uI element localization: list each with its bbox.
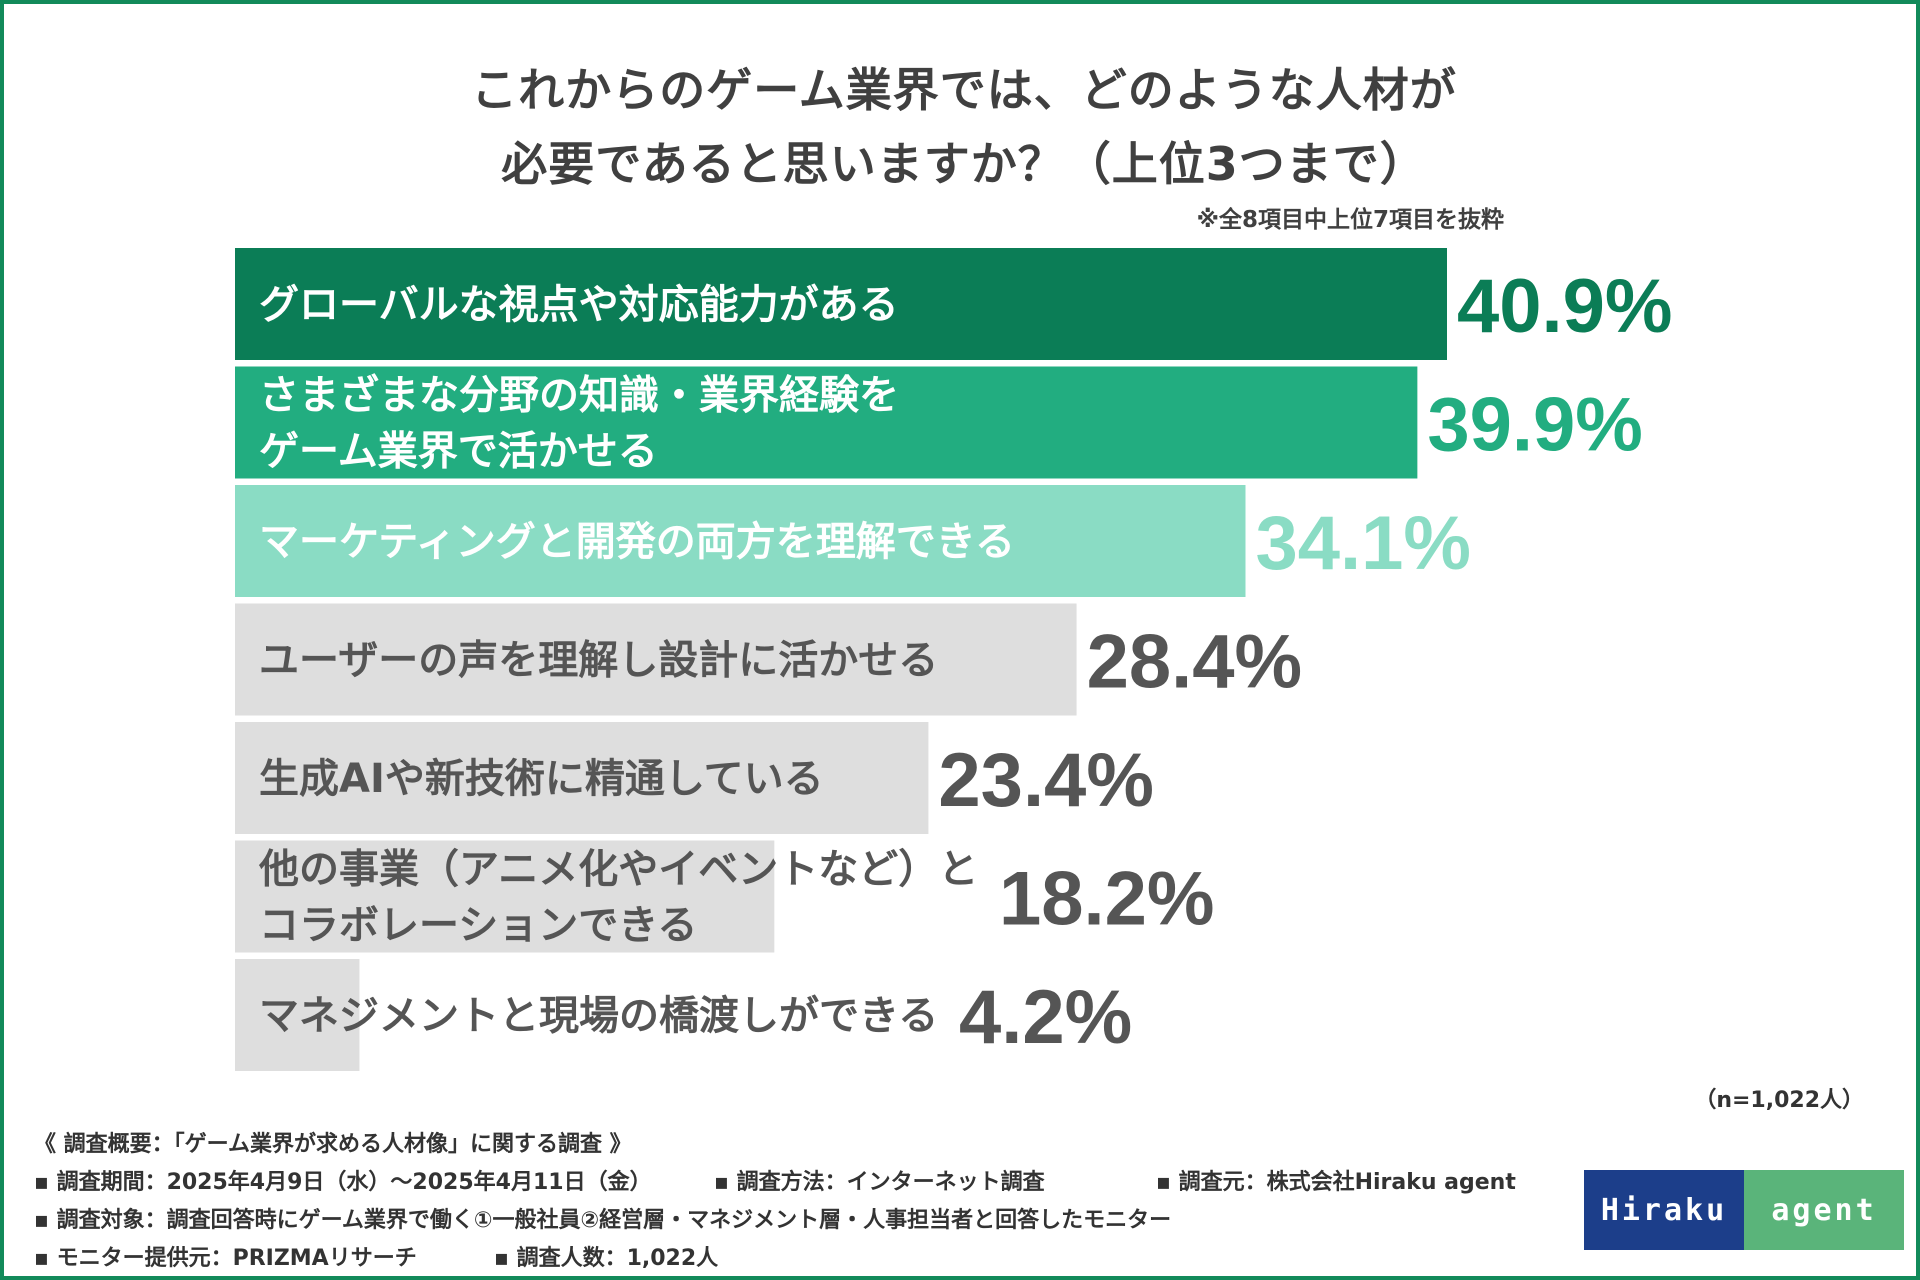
bar-value-label: 39.9% (1427, 383, 1643, 468)
chart-title-line-2: 必要であると思いますか？（上位3つまで） (501, 137, 1427, 191)
logo-left-text: Hiraku (1584, 1170, 1744, 1250)
bar-category-label-line: 生成AIや新技術に精通している (259, 756, 824, 802)
survey-provider: ▪ モニター提供元：PRIZMAリサーチ (34, 1246, 417, 1271)
bar-category-label: マーケティングと開発の両方を理解できる (259, 519, 1015, 565)
bar-category-label-line: マネジメントと現場の橋渡しができる (259, 993, 938, 1039)
bar-group: ユーザーの声を理解し設計に活かせる 28.4% (235, 603, 1303, 716)
bar (235, 722, 929, 834)
bar (235, 603, 1077, 716)
bar-value-label: 18.2% (999, 857, 1215, 942)
bar-group: グローバルな視点や対応能力がある 40.9% (235, 248, 1673, 360)
chart-note: ※全8項目中上位7項目を抜粋 (1196, 207, 1504, 233)
bar-category-label: 生成AIや新技術に精通している (259, 756, 824, 802)
survey-method: ▪ 調査方法：インターネット調査 (714, 1170, 1045, 1195)
bar-category-label-line: グローバルな視点や対応能力がある (259, 282, 899, 328)
chart-title-line-1: これからのゲーム業界では、どのような人材が (471, 63, 1457, 117)
bar-group: さまざまな分野の知識・業界経験をゲーム業界で活かせる 39.9% (235, 366, 1643, 479)
bar-value-label: 28.4% (1087, 620, 1303, 705)
bar-value-label: 4.2% (959, 975, 1132, 1060)
bar-category-label: 他の事業（アニメ化やイベントなど）とコラボレーションできる (258, 847, 978, 949)
bar-group: マーケティングと開発の両方を理解できる 34.1% (235, 485, 1471, 597)
bar-group: 生成AIや新技術に精通している 23.4% (235, 722, 1154, 834)
sample-size: （n=1,022人） (1694, 1088, 1864, 1113)
bar-category-label-line: コラボレーションできる (259, 903, 697, 949)
bar-chart: グローバルな視点や対応能力がある 40.9% さまざまな分野の知識・業界経験をゲーム… (235, 248, 1673, 1071)
bar (235, 485, 1246, 597)
bar (235, 840, 775, 953)
bar-category-label: ユーザーの声を理解し設計に活かせる (259, 638, 938, 684)
bar-category-label: マネジメントと現場の橋渡しができる (259, 993, 938, 1039)
survey-respondents: ▪ 調査人数：1,022人 (494, 1246, 719, 1271)
bar-category-label-line: さまざまな分野の知識・業界経験を (259, 373, 899, 419)
survey-source: ▪ 調査元：株式会社Hiraku agent (1156, 1170, 1516, 1195)
bar-value-label: 23.4% (938, 738, 1154, 823)
survey-target: ▪ 調査対象：調査回答時にゲーム業界で働く①一般社員②経営層・マネジメント層・人… (34, 1208, 1172, 1233)
hiraku-agent-logo: Hiraku agent (1584, 1170, 1904, 1250)
bar-value-label: 40.9% (1457, 264, 1673, 349)
bar-category-label-line: 他の事業（アニメ化やイベントなど）と (258, 847, 978, 893)
bar (235, 366, 1418, 479)
bar (235, 959, 360, 1071)
bar (235, 248, 1447, 360)
bar-value-label: 34.1% (1255, 501, 1471, 586)
bar-group: 他の事業（アニメ化やイベントなど）とコラボレーションできる 18.2% (235, 840, 1215, 953)
logo-right-text: agent (1744, 1170, 1904, 1250)
bar-group: マネジメントと現場の橋渡しができる 4.2% (235, 959, 1132, 1071)
bar-category-label: さまざまな分野の知識・業界経験をゲーム業界で活かせる (259, 373, 899, 475)
bar-category-label-line: ゲーム業界で活かせる (259, 429, 658, 475)
survey-period: ▪ 調査期間：2025年4月9日（水）～2025年4月11日（金） (34, 1170, 652, 1195)
survey-header: 《 調査概要：「ゲーム業界が求める人材像」に関する調査 》 (34, 1132, 632, 1157)
bar-category-label: グローバルな視点や対応能力がある (259, 282, 899, 328)
bar-category-label-line: マーケティングと開発の両方を理解できる (259, 519, 1015, 565)
bar-category-label-line: ユーザーの声を理解し設計に活かせる (259, 638, 938, 684)
